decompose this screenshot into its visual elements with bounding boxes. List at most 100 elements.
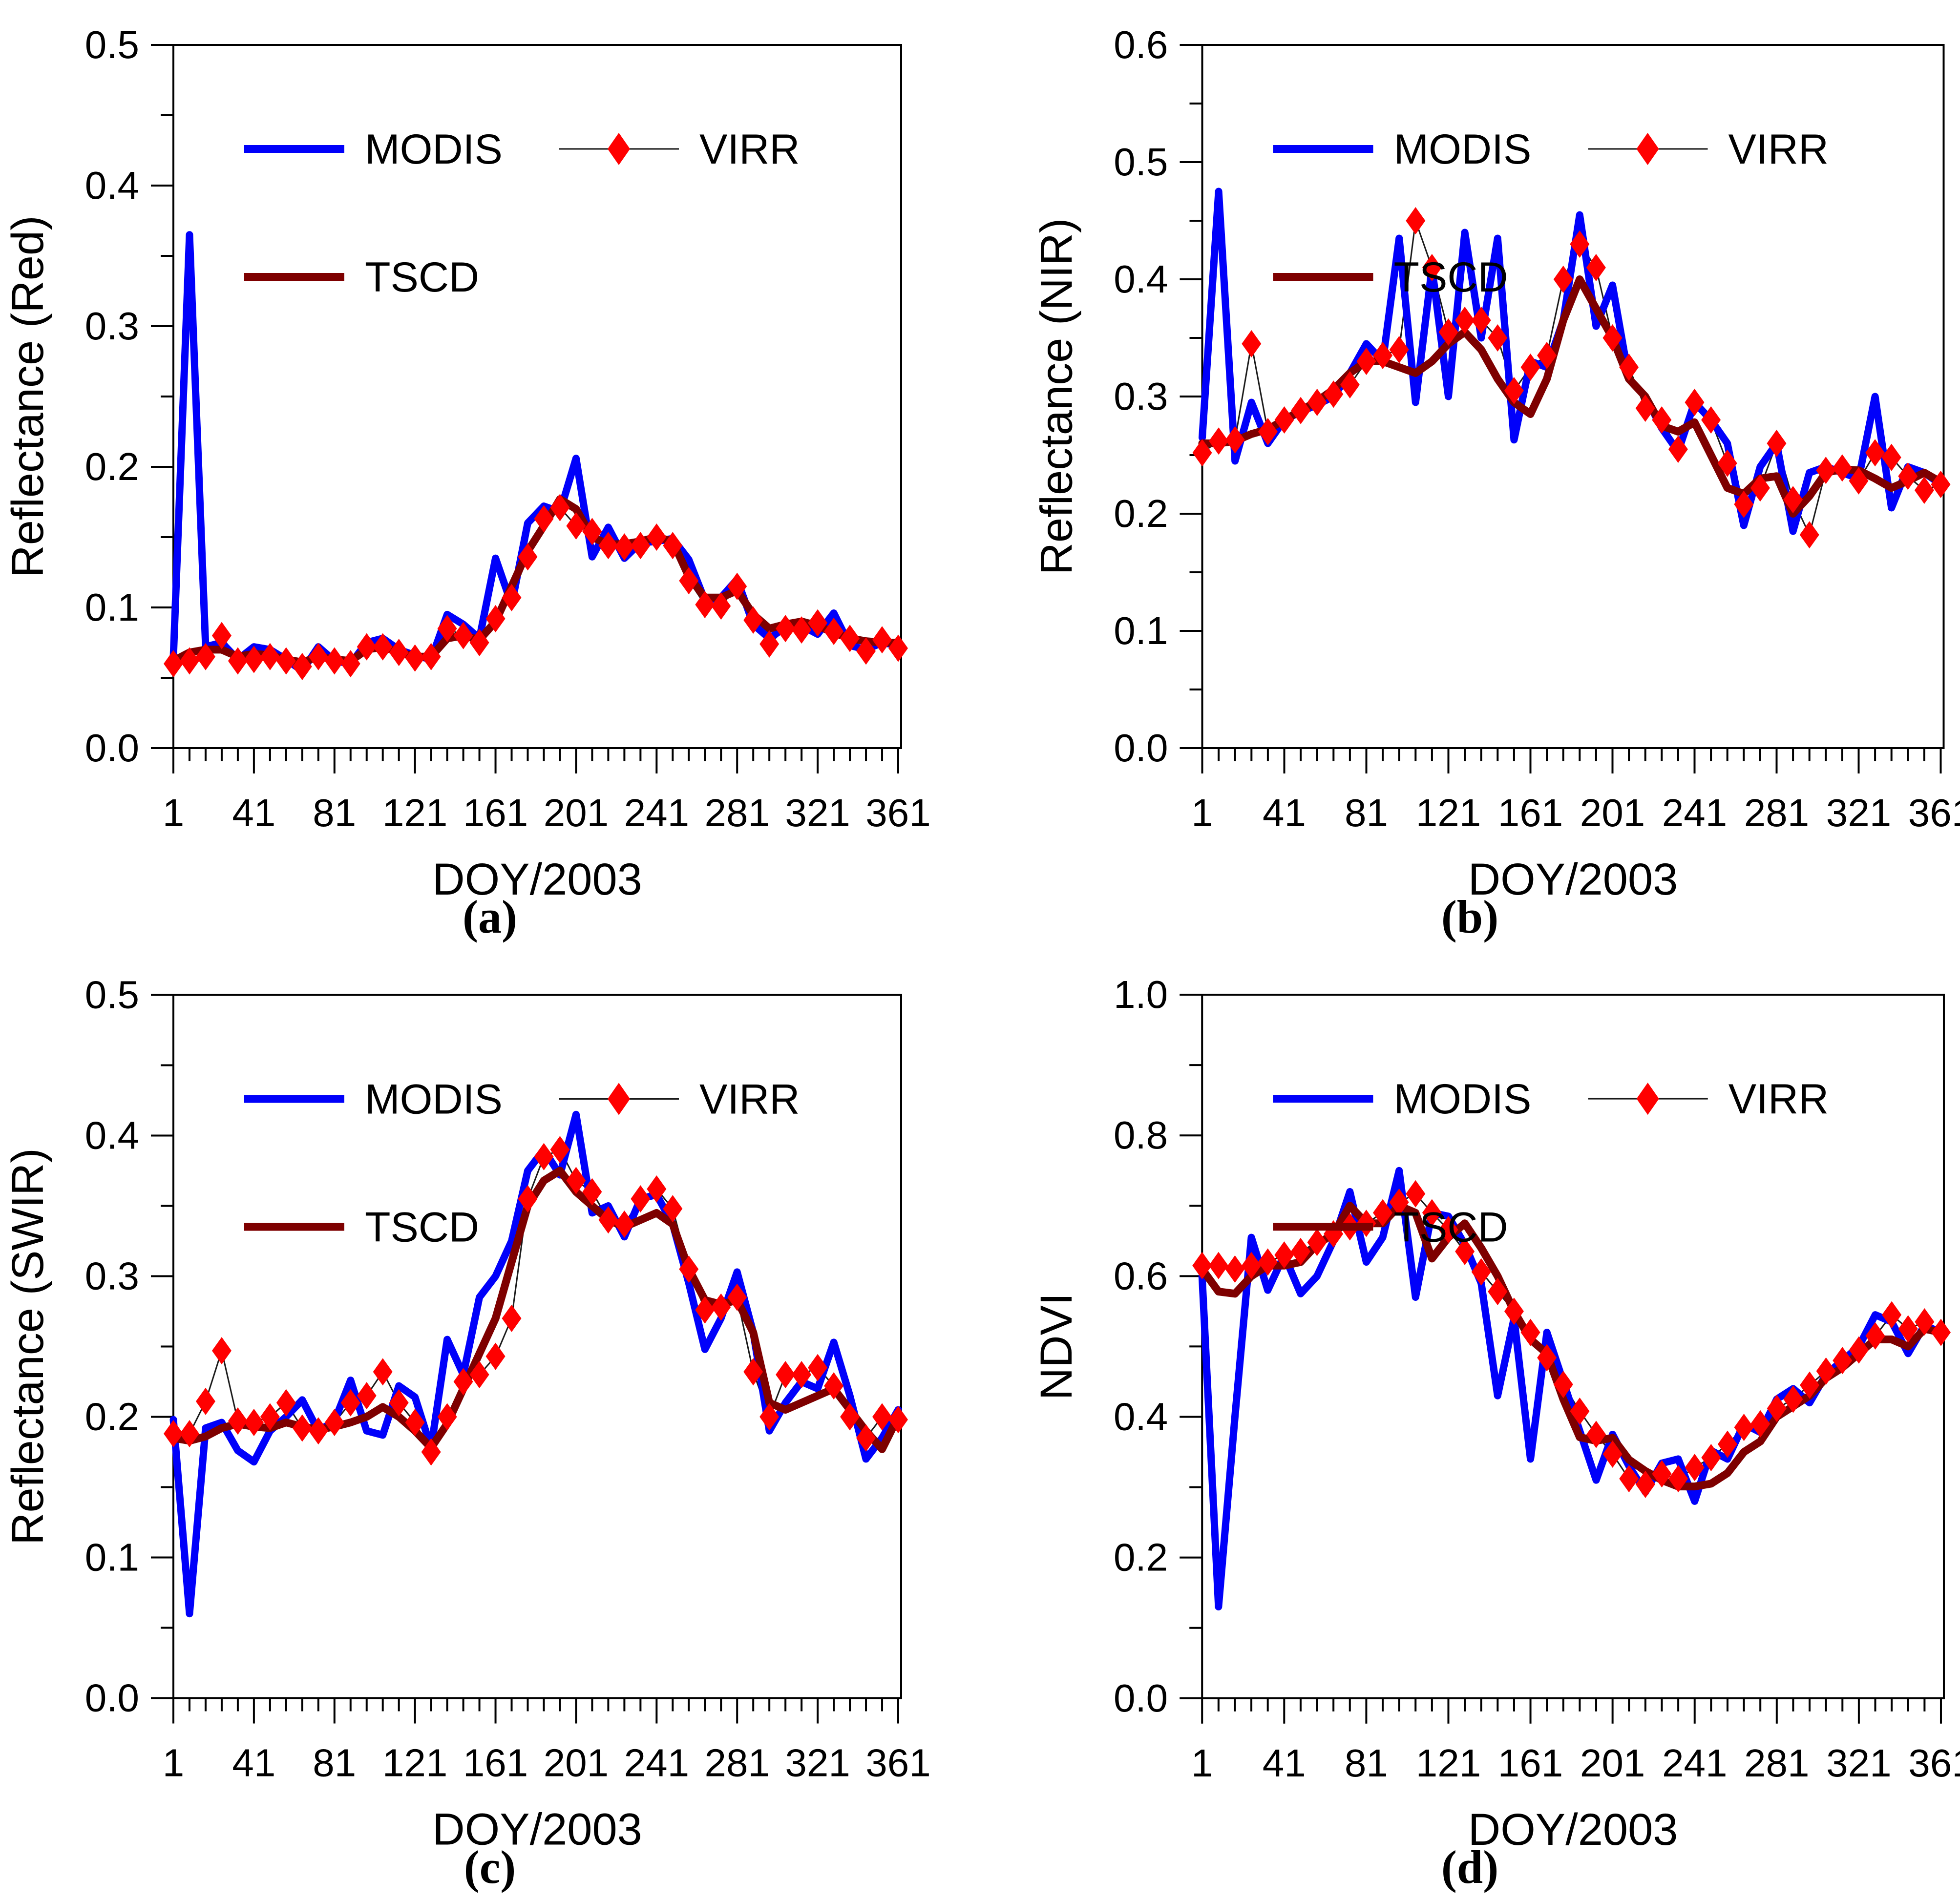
x-tick-label: 81	[1345, 791, 1388, 835]
virr-diamond	[518, 543, 538, 571]
legend-virr-diamond	[1636, 1083, 1659, 1115]
virr-diamond	[1734, 490, 1754, 518]
x-tick-label: 281	[704, 1741, 769, 1785]
chart-cell-c: 0.0 0.1 0.2 0.3 0.4 0.5 1 41 81 121 161 201 241 281 32…	[0, 950, 980, 1900]
virr-diamond	[534, 1143, 554, 1170]
caption-b: (b)	[1441, 891, 1499, 943]
legend-virr-label: VIRR	[699, 1076, 800, 1123]
virr-diamond	[1849, 467, 1869, 495]
y-axis: 0.0 0.2 0.4 0.6 0.8 1.0	[1114, 973, 1202, 1720]
virr-diamond	[421, 643, 441, 670]
virr-diamond	[1799, 521, 1819, 549]
virr-diamond	[872, 626, 892, 654]
y-tick-label: 0.6	[1114, 1254, 1168, 1297]
y-axis: 0.0 0.1 0.2 0.3 0.4 0.5 0.6	[1114, 23, 1202, 770]
virr-diamond	[1586, 254, 1606, 281]
virr-diamond	[179, 647, 199, 675]
virr-diamond	[534, 505, 554, 533]
legend-tscd-label: TSCD	[365, 1204, 479, 1251]
x-tick-label: 281	[704, 791, 769, 835]
x-tick-label: 361	[865, 791, 930, 835]
virr-diamond	[888, 1406, 908, 1434]
virr-diamond	[1225, 426, 1245, 454]
chart-cell-a: 0.0 0.1 0.2 0.3 0.4 0.5 1 41 81 121 161 201 241 281 32…	[0, 0, 980, 950]
chart-c-reflectance-swir: 0.0 0.1 0.2 0.3 0.4 0.5 1 41 81 121 161 201 241 281 32…	[3, 973, 931, 1855]
y-tick-label: 0.5	[85, 973, 139, 1017]
legend-tscd-label: TSCD	[1394, 254, 1508, 301]
virr-diamond	[485, 1342, 506, 1370]
virr-diamond	[1209, 427, 1229, 455]
virr-diamond	[324, 1409, 344, 1437]
legend: MODIS VIRR TSCD	[244, 126, 800, 301]
virr-diamond	[1570, 1397, 1590, 1425]
x-tick-label: 41	[232, 791, 275, 835]
x-tick-label: 281	[1744, 1741, 1810, 1785]
virr-diamond	[1291, 397, 1311, 424]
modis-line	[169, 231, 902, 675]
virr-diamond	[228, 1407, 248, 1435]
virr-diamond	[1635, 395, 1655, 422]
virr-diamond	[679, 567, 699, 595]
legend-tscd-label: TSCD	[365, 254, 479, 301]
virr-diamond	[1406, 207, 1426, 234]
y-axis-title: Reflectance (Red)	[3, 215, 53, 577]
virr-diamond	[1881, 443, 1901, 471]
y-axis-title: Reflectance (NIR)	[1032, 218, 1082, 575]
virr-diamond	[1488, 324, 1508, 352]
y-tick-label: 0.2	[1114, 1536, 1168, 1579]
virr-diamond	[1931, 1318, 1951, 1346]
x-tick-label: 1	[163, 1741, 185, 1785]
virr-diamond	[743, 606, 763, 634]
virr-diamond	[1635, 1470, 1655, 1498]
virr-line	[173, 1148, 899, 1454]
virr-diamond	[759, 630, 780, 658]
y-tick-label: 0.0	[85, 1676, 139, 1720]
x-tick-label: 81	[313, 1741, 356, 1785]
virr-diamond	[1438, 1216, 1458, 1244]
virr-diamond	[1373, 342, 1393, 369]
y-tick-label: 0.1	[85, 585, 139, 629]
virr-diamond	[1258, 1248, 1278, 1276]
virr-diamond	[453, 622, 473, 649]
virr-diamond	[647, 1175, 667, 1203]
virr-diamond	[405, 644, 425, 672]
tscd-line	[169, 1167, 902, 1453]
virr-diamond	[566, 512, 586, 540]
y-axis-title: NDVI	[1031, 1293, 1081, 1400]
virr-diamond	[566, 1167, 586, 1194]
virr-diamond	[1602, 324, 1623, 352]
virr-diamond	[776, 1361, 796, 1389]
virr-diamond	[759, 1403, 780, 1431]
x-tick-label: 321	[785, 791, 850, 835]
virr-diamond	[292, 1414, 312, 1442]
x-axis: 1 41 81 121 161 201 241 281 321 361	[1191, 1698, 1960, 1785]
virr-diamond	[389, 1389, 409, 1417]
virr-diamond	[1225, 1255, 1245, 1283]
virr-diamond	[357, 633, 377, 661]
virr-diamond	[582, 1178, 602, 1206]
legend-virr-diamond	[1636, 133, 1659, 165]
virr-diamond	[1553, 266, 1573, 293]
x-tick-label: 161	[463, 791, 528, 835]
virr-diamond	[1324, 380, 1344, 408]
virr-diamond	[211, 622, 232, 649]
virr-diamond	[631, 1185, 651, 1213]
virr-diamond	[164, 1420, 183, 1448]
legend-modis-label: MODIS	[1393, 1076, 1531, 1123]
y-tick-label: 0.0	[1114, 1676, 1168, 1720]
virr-diamond	[598, 1206, 618, 1234]
virr-diamond	[1701, 406, 1721, 434]
virr-diamond	[1570, 230, 1590, 258]
virr-diamond	[1931, 471, 1951, 498]
y-tick-label: 0.4	[85, 164, 139, 207]
virr-diamond	[679, 1255, 699, 1283]
virr-diamond	[373, 1358, 393, 1386]
y-tick-label: 0.3	[1114, 375, 1168, 418]
x-tick-label: 321	[1826, 1741, 1892, 1785]
virr-diamond	[598, 532, 618, 560]
y-tick-label: 0.5	[1114, 140, 1168, 184]
virr-diamond	[1290, 1237, 1310, 1265]
x-tick-label: 201	[1580, 1741, 1645, 1785]
y-tick-label: 0.2	[1114, 492, 1168, 535]
y-tick-label: 0.3	[85, 1254, 139, 1298]
